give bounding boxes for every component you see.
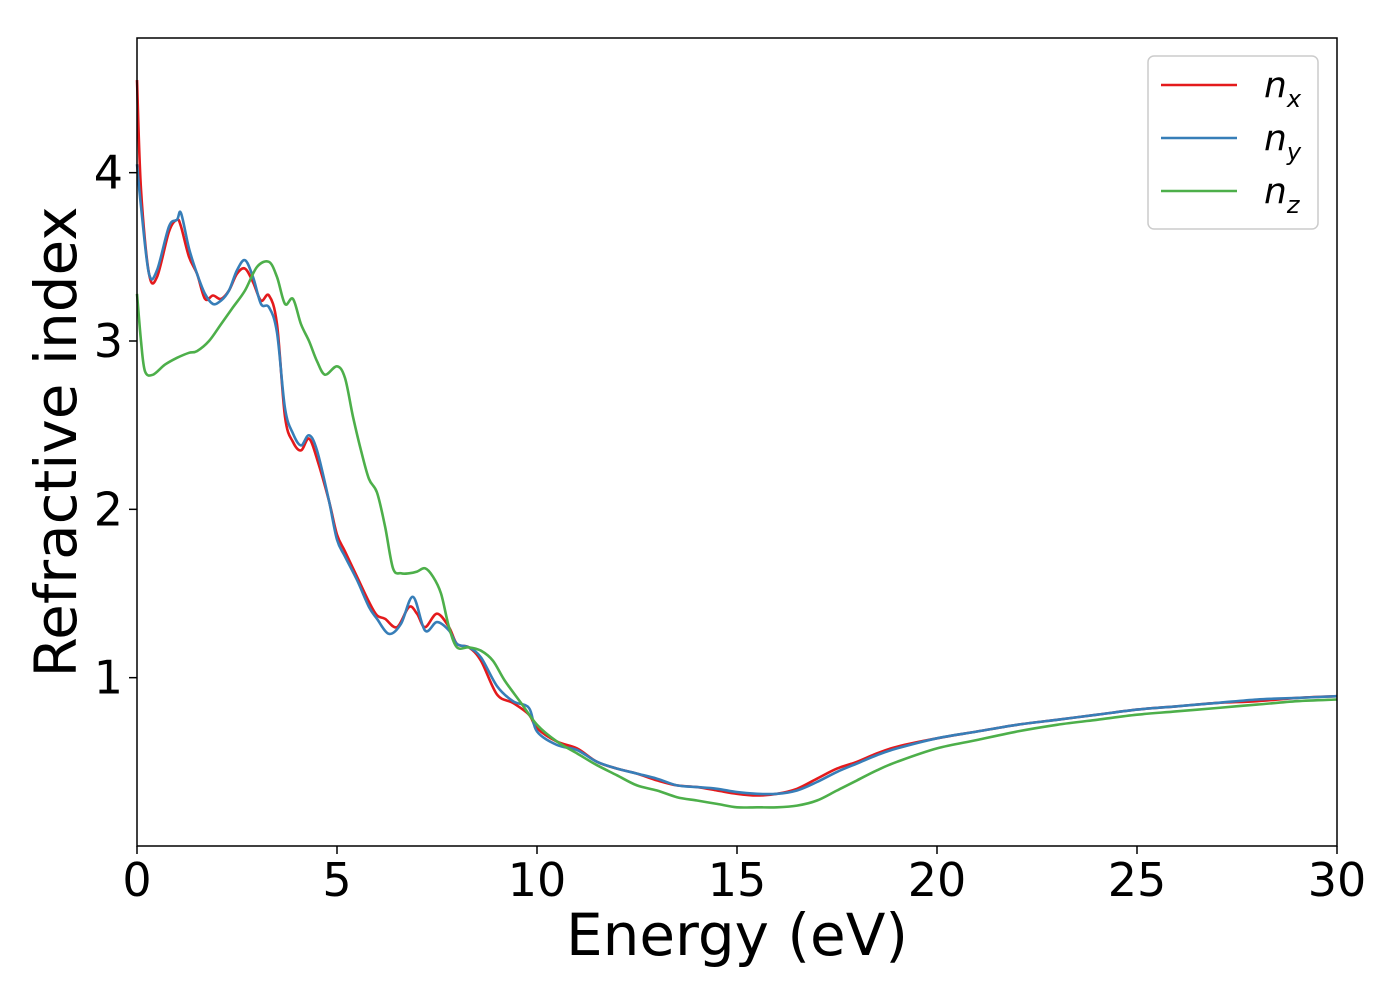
x-tick-label: 20 <box>908 853 967 907</box>
y-tick-label: 3 <box>94 314 123 368</box>
x-tick-label: 0 <box>122 853 151 907</box>
series-line-n-z <box>135 260 1338 809</box>
series-line-n-y <box>135 164 1338 796</box>
x-axis-label: Energy (eV) <box>566 901 908 969</box>
x-tick-label: 15 <box>708 853 767 907</box>
y-axis: 1 2 3 4 <box>94 146 137 705</box>
y-tick-label: 2 <box>94 482 123 536</box>
x-tick-label: 10 <box>508 853 567 907</box>
series-layer <box>135 80 1338 809</box>
x-axis: 0 5 10 15 20 25 30 <box>122 846 1366 907</box>
x-tick-label: 30 <box>1308 853 1367 907</box>
x-tick-label: 25 <box>1108 853 1167 907</box>
x-tick-label: 5 <box>322 853 351 907</box>
legend-box <box>1147 55 1319 230</box>
y-axis-label: Refractive index <box>22 206 90 677</box>
y-tick-label: 4 <box>94 146 123 200</box>
y-tick-label: 1 <box>94 651 123 705</box>
